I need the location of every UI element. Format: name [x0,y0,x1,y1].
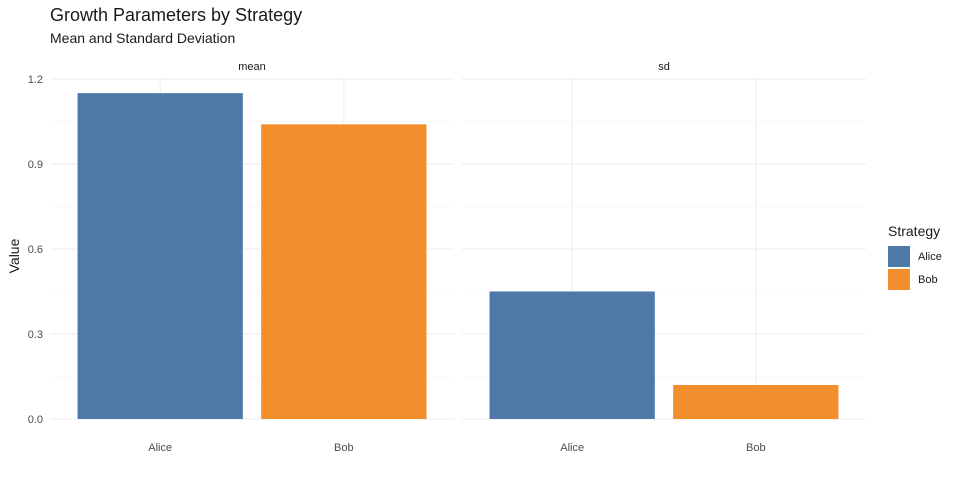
y-tick-label: 0.6 [28,244,43,256]
y-tick-label: 0.3 [28,329,43,341]
chart-title: Growth Parameters by Strategy [50,5,302,25]
facet-panel-sd: Alice Bob sd [462,61,866,454]
legend-label: Alice [918,251,942,263]
facet-strip-label: sd [658,61,670,73]
legend: Strategy Alice Bob [888,223,942,290]
chart-subtitle: Mean and Standard Deviation [50,30,235,46]
legend-key-alice [888,246,910,267]
legend-key-bob [888,269,910,290]
plot-area: 0.0 0.3 0.6 0.9 1.2 Alice Bob mean Alice Bob sd [28,61,866,454]
bar-mean-bob [261,124,427,419]
x-tick-label: Alice [148,442,172,454]
facet-panel-mean: Alice Bob mean [50,61,454,454]
facet-strip-label: mean [238,61,266,73]
y-tick-label: 0.0 [28,414,43,426]
y-axis-title: Value [6,238,22,273]
x-tick-label: Alice [560,442,584,454]
legend-label: Bob [918,274,938,286]
bar-sd-alice [489,291,655,419]
x-tick-label: Bob [334,442,354,454]
x-tick-label: Bob [746,442,766,454]
y-tick-label: 0.9 [28,159,43,171]
bar-mean-alice [77,93,243,420]
bar-sd-bob [673,385,839,419]
y-tick-label: 1.2 [28,74,43,86]
legend-title: Strategy [888,223,940,239]
